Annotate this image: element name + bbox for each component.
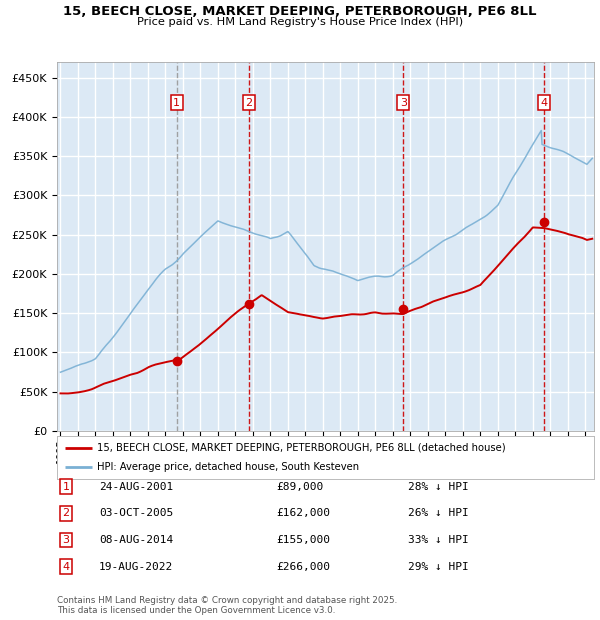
Text: 26% ↓ HPI: 26% ↓ HPI <box>408 508 469 518</box>
Text: Price paid vs. HM Land Registry's House Price Index (HPI): Price paid vs. HM Land Registry's House … <box>137 17 463 27</box>
Text: 15, BEECH CLOSE, MARKET DEEPING, PETERBOROUGH, PE6 8LL: 15, BEECH CLOSE, MARKET DEEPING, PETERBO… <box>63 5 537 18</box>
Text: 4: 4 <box>540 97 547 108</box>
Text: £89,000: £89,000 <box>276 482 323 492</box>
Text: 1: 1 <box>173 97 181 108</box>
Text: 08-AUG-2014: 08-AUG-2014 <box>99 535 173 545</box>
Text: £266,000: £266,000 <box>276 562 330 572</box>
Text: 15, BEECH CLOSE, MARKET DEEPING, PETERBOROUGH, PE6 8LL (detached house): 15, BEECH CLOSE, MARKET DEEPING, PETERBO… <box>97 443 506 453</box>
Text: 28% ↓ HPI: 28% ↓ HPI <box>408 482 469 492</box>
Text: 03-OCT-2005: 03-OCT-2005 <box>99 508 173 518</box>
Text: Contains HM Land Registry data © Crown copyright and database right 2025.
This d: Contains HM Land Registry data © Crown c… <box>57 596 397 615</box>
Text: 19-AUG-2022: 19-AUG-2022 <box>99 562 173 572</box>
Text: £162,000: £162,000 <box>276 508 330 518</box>
Text: 3: 3 <box>400 97 407 108</box>
Text: 4: 4 <box>62 562 70 572</box>
Text: 33% ↓ HPI: 33% ↓ HPI <box>408 535 469 545</box>
Text: 1: 1 <box>62 482 70 492</box>
Text: HPI: Average price, detached house, South Kesteven: HPI: Average price, detached house, Sout… <box>97 463 359 472</box>
Text: 2: 2 <box>245 97 252 108</box>
Text: £155,000: £155,000 <box>276 535 330 545</box>
Text: 29% ↓ HPI: 29% ↓ HPI <box>408 562 469 572</box>
Text: 2: 2 <box>62 508 70 518</box>
Text: 3: 3 <box>62 535 70 545</box>
Text: 24-AUG-2001: 24-AUG-2001 <box>99 482 173 492</box>
